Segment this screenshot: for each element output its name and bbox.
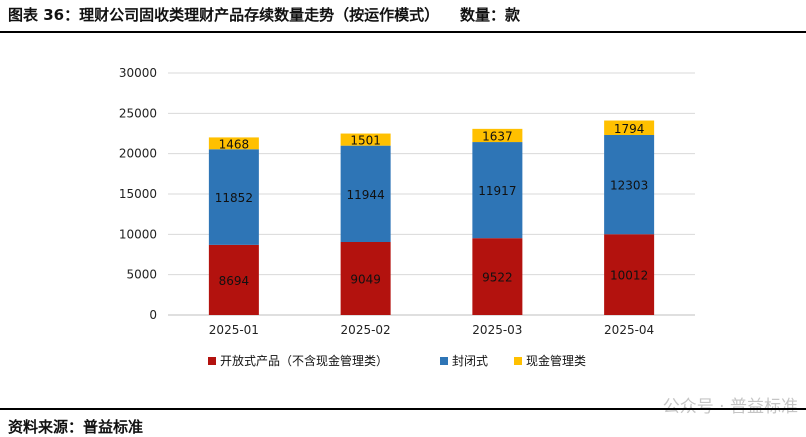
data-label: 9522 [482, 271, 513, 285]
figure-title: 图表 36：理财公司固收类理财产品存续数量走势（按运作模式） 数量：款 [8, 6, 520, 24]
bar-segment [604, 134, 655, 235]
bar-segment [472, 128, 523, 143]
data-label: 1637 [482, 129, 513, 143]
bar-segment [340, 133, 391, 146]
legend-swatch [208, 356, 216, 365]
y-tick-label: 15000 [119, 187, 157, 201]
y-tick-label: 5000 [126, 268, 157, 282]
bar-segment [340, 242, 391, 315]
data-label: 11944 [347, 188, 385, 202]
y-tick-label: 25000 [119, 106, 157, 120]
data-label: 1501 [350, 134, 381, 148]
legend-swatch [440, 356, 448, 365]
top-divider [0, 31, 806, 33]
data-label: 12303 [610, 179, 648, 193]
legend-swatch [514, 356, 522, 365]
data-label: 1468 [219, 137, 250, 151]
bottom-divider [0, 408, 806, 410]
bar-segment [208, 244, 259, 315]
legend-label: 封闭式 [452, 354, 489, 368]
source-note: 资料来源：普益标准 [8, 418, 144, 436]
bar-segment [604, 234, 655, 315]
data-label: 8694 [219, 274, 250, 288]
data-label: 1794 [614, 122, 645, 136]
y-tick-label: 30000 [119, 66, 157, 80]
data-label: 9049 [350, 273, 381, 287]
data-label: 11917 [478, 184, 516, 198]
y-tick-label: 20000 [119, 147, 157, 161]
data-label: 10012 [610, 269, 648, 283]
data-label: 11852 [215, 191, 253, 205]
x-tick-label: 2025-02 [341, 323, 391, 337]
legend-label: 现金管理类 [526, 354, 587, 368]
bar-segment [472, 142, 523, 239]
x-tick-label: 2025-01 [209, 323, 259, 337]
bar-segment [208, 137, 259, 150]
legend-item: 开放式产品（不含现金管理类） [208, 352, 388, 369]
bar-segment [472, 238, 523, 315]
x-tick-label: 2025-04 [604, 323, 654, 337]
bar-segment [340, 145, 391, 243]
legend-item: 封闭式 [440, 352, 488, 369]
legend-label: 开放式产品（不含现金管理类） [220, 354, 389, 368]
y-tick-label: 10000 [119, 227, 157, 241]
legend-item: 现金管理类 [514, 352, 586, 369]
x-tick-label: 2025-03 [472, 323, 522, 337]
watermark: 公众号 · 普益标准 [662, 397, 798, 417]
bar-segment [604, 120, 655, 135]
bar-segment [208, 149, 259, 245]
y-tick-label: 0 [149, 308, 157, 322]
